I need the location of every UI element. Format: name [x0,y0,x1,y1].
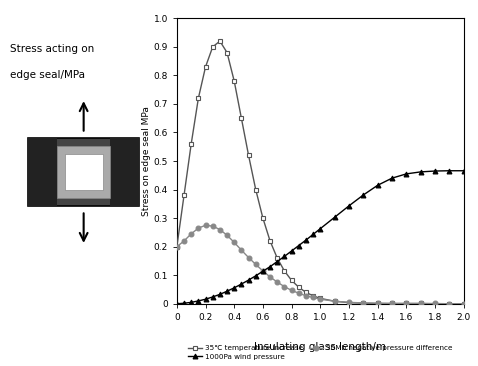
Bar [29,138,57,206]
Bar [57,146,110,198]
Legend: 35℃ temperature increase, 1000Pa wind pressure, 30Mb negative pressure differenc: 35℃ temperature increase, 1000Pa wind pr… [185,342,456,362]
Text: edge seal/MPa: edge seal/MPa [10,70,85,79]
Y-axis label: Stress on edge seal MPa: Stress on edge seal MPa [141,106,151,216]
Text: Insulating glass length/m: Insulating glass length/m [254,341,386,351]
Bar [65,154,103,190]
Bar [110,138,139,206]
Bar [29,138,139,206]
Text: Stress acting on: Stress acting on [10,44,94,54]
